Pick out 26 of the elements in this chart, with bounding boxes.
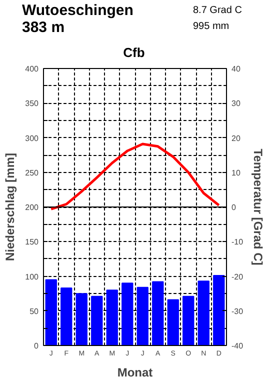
chart-title: Wutoeschingen	[22, 1, 134, 21]
y-tick-label: 250	[25, 168, 40, 178]
y-axis-title: Niederschlag [mm]	[3, 152, 18, 262]
text: 8.7 Grad C	[193, 4, 242, 18]
text: 995 mm	[193, 20, 230, 34]
y2-axis-title: Temperatur [Grad C]	[251, 148, 266, 266]
y-tick-label: 150	[25, 238, 40, 247]
y2-tick-label: 0	[232, 203, 236, 212]
y2-tick-label: -40	[232, 342, 244, 350]
y2-tick-label: -20	[232, 272, 244, 282]
y-tick-label: 350	[25, 99, 40, 108]
y2-tick-label: 40	[232, 64, 241, 74]
text: Cfb	[122, 44, 146, 62]
x-axis-title: Monat	[117, 366, 153, 380]
y2-tick-label: 10	[232, 168, 241, 178]
y-tick-label: 100	[25, 272, 40, 282]
chart-subtitle: 383 m	[22, 18, 65, 38]
y2-tick-label: 30	[232, 99, 241, 108]
y2-tick-label: -10	[232, 238, 244, 247]
y-tick-label: 300	[25, 134, 40, 143]
y-tick-label: 400	[25, 64, 40, 74]
y2-tick-label: 20	[232, 134, 241, 143]
y-tick-label: 0	[34, 342, 40, 350]
y-tick-label: 50	[30, 306, 40, 316]
y2-tick-label: -30	[232, 306, 244, 316]
y-tick-label: 200	[25, 203, 40, 212]
